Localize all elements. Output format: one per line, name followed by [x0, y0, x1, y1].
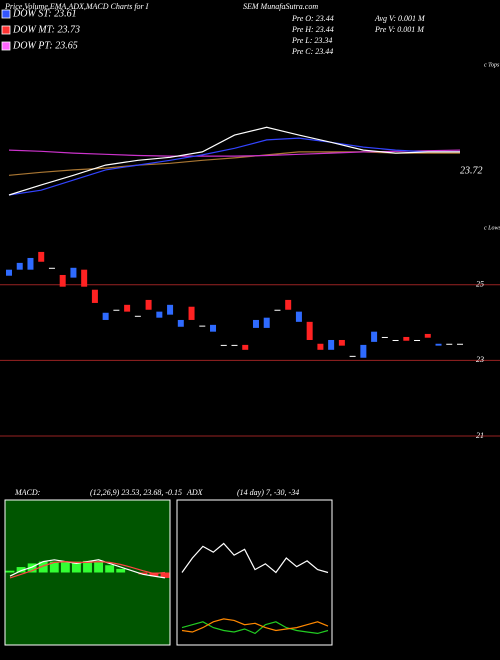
candle — [210, 324, 217, 332]
histogram-bar — [60, 562, 70, 573]
series-line — [9, 560, 166, 579]
histogram-bar — [105, 565, 115, 573]
stat: Avg V: 0.001 M — [374, 14, 426, 23]
y-tick-label: 23.72 — [460, 165, 483, 176]
y-tick-label: 25 — [476, 280, 484, 289]
candle — [145, 299, 152, 310]
y-tick-label: 21 — [476, 431, 484, 440]
candle — [338, 339, 345, 346]
candle — [124, 304, 131, 312]
candle — [295, 311, 302, 322]
series-line — [181, 621, 329, 635]
panel-background — [176, 499, 333, 646]
stat: Pre O: 23.44 — [291, 14, 334, 23]
candle — [220, 344, 227, 346]
legend-label: DOW ST: 23.61 — [12, 8, 77, 19]
histogram-bar — [72, 561, 81, 573]
candle — [424, 333, 431, 338]
candle — [381, 336, 388, 338]
series-line — [181, 618, 329, 633]
candle — [199, 325, 206, 327]
candle — [285, 299, 292, 310]
histogram-bar — [16, 567, 26, 573]
candle — [188, 306, 195, 320]
candle — [328, 339, 335, 350]
candle — [231, 344, 238, 346]
histogram-bar — [160, 572, 170, 578]
stat: Pre V: 0.001 M — [374, 25, 425, 34]
histogram-bar — [49, 561, 59, 573]
candle — [446, 343, 453, 345]
stat: Pre L: 23.34 — [291, 36, 332, 45]
annotation: c Tops — [484, 62, 500, 68]
candle — [27, 257, 34, 270]
candle — [167, 304, 174, 315]
candle — [91, 289, 98, 303]
candle — [371, 331, 378, 342]
candle — [435, 343, 442, 346]
candle — [360, 344, 367, 358]
series-line — [8, 151, 460, 176]
candle — [403, 336, 410, 341]
candle — [81, 269, 88, 287]
histogram-bar — [27, 563, 37, 573]
candle — [134, 315, 141, 317]
y-tick-label: 23 — [476, 355, 484, 364]
candle — [59, 274, 66, 287]
title: SEM MunafaSutra.com — [243, 2, 318, 11]
histogram-bar — [83, 560, 92, 573]
candle — [6, 269, 12, 276]
histogram-bar — [5, 570, 15, 573]
series-line — [181, 542, 329, 574]
candle — [156, 311, 163, 318]
candle — [48, 267, 55, 269]
candle — [263, 317, 270, 328]
histogram-bar — [138, 572, 148, 575]
candle — [252, 319, 259, 328]
histogram-bar — [94, 562, 103, 573]
candle — [177, 319, 184, 327]
series-line — [8, 126, 460, 196]
candle — [392, 339, 399, 341]
stat: Pre H: 23.44 — [291, 25, 334, 34]
series-line — [8, 137, 460, 196]
candle — [16, 262, 23, 270]
title: Price,Volume,EMA,ADX,MACD Charts for I — [4, 2, 149, 11]
candle — [306, 321, 313, 340]
legend-swatch — [1, 9, 11, 19]
histogram-bar — [38, 561, 48, 573]
candle — [113, 309, 120, 311]
series-line — [9, 559, 166, 579]
panel-params: (14 day) 7, -30, -34 — [237, 488, 299, 497]
candle — [242, 344, 249, 350]
stat: Pre C: 23.44 — [291, 47, 333, 56]
candle — [457, 343, 463, 345]
legend-label: DOW PT: 23.65 — [12, 40, 78, 51]
legend-swatch — [1, 25, 11, 35]
candle — [349, 355, 356, 357]
candle — [38, 251, 45, 262]
legend-swatch — [1, 41, 11, 51]
candle — [317, 343, 324, 350]
candle — [274, 309, 281, 311]
histogram-bar — [149, 572, 159, 577]
candle — [70, 267, 77, 278]
candle — [102, 312, 109, 320]
panel-label: ADX — [186, 488, 204, 497]
histogram-bar — [116, 568, 126, 573]
annotation: c Lows — [484, 225, 500, 231]
panel-params: (12,26,9) 23.53, 23.68, -0.15 — [90, 488, 182, 497]
candle — [414, 339, 421, 341]
panel-label: MACD: — [14, 488, 41, 497]
legend-label: DOW MT: 23.73 — [12, 24, 80, 35]
